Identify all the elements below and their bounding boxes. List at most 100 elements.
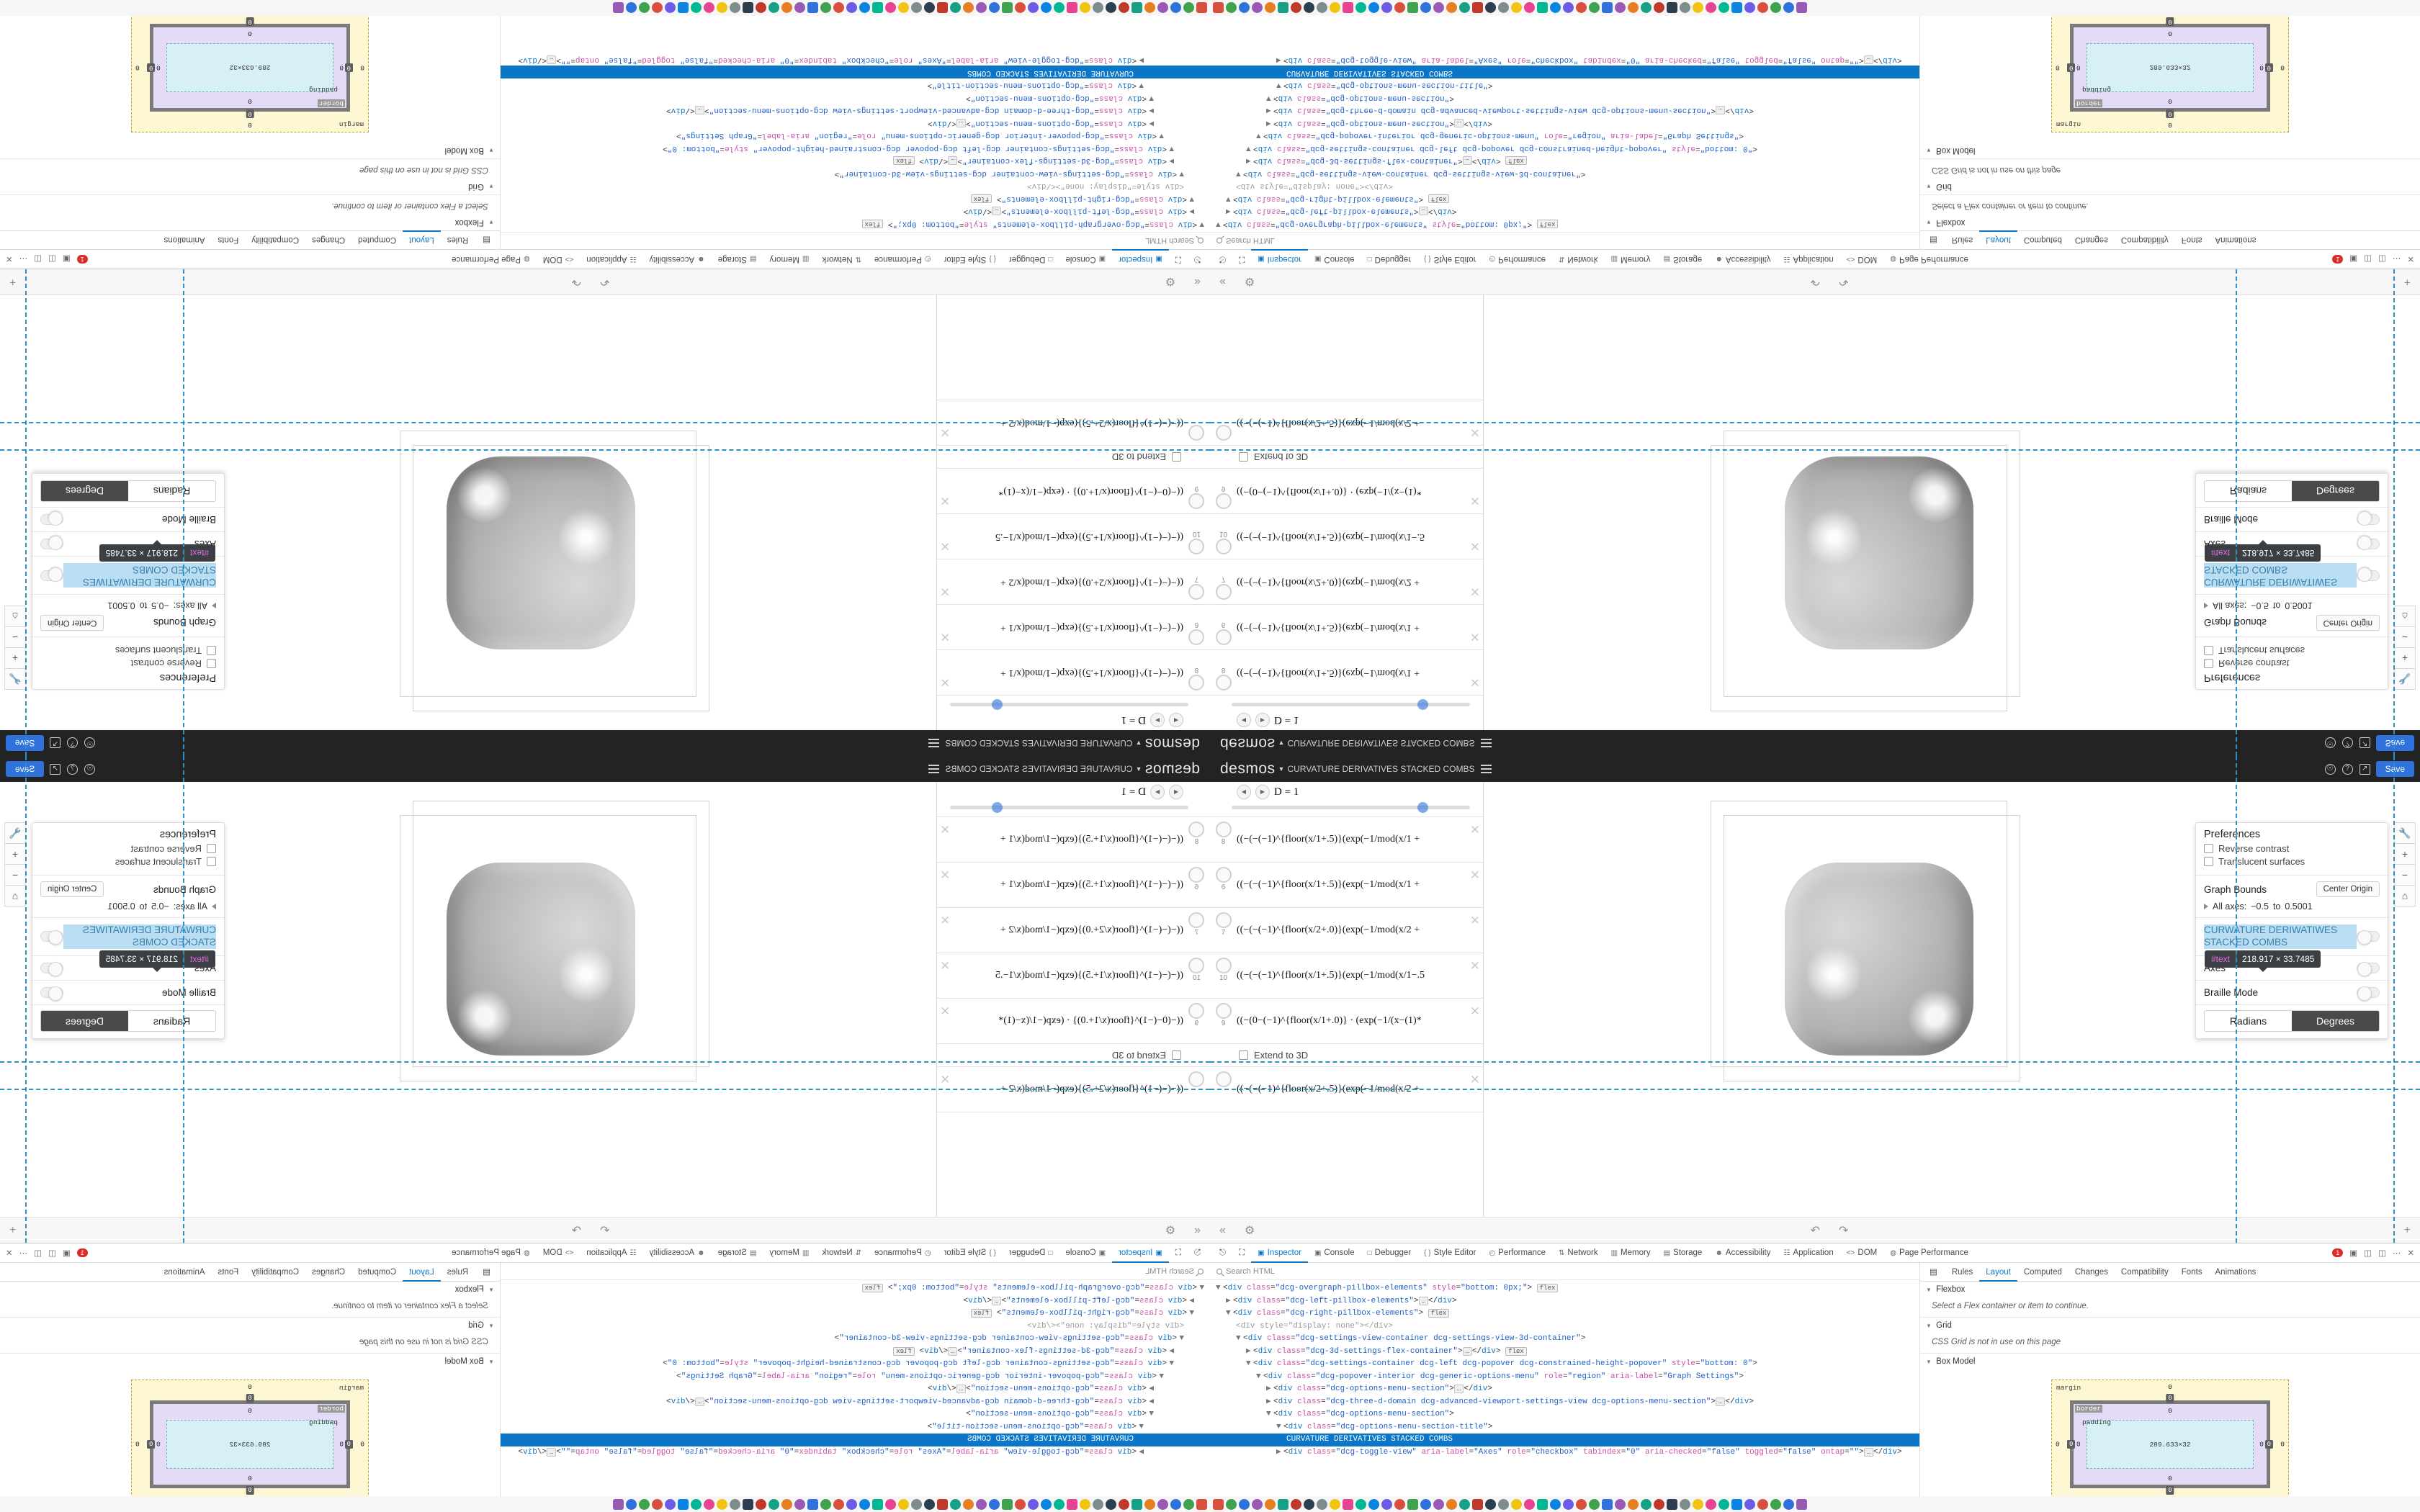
sidebar-tab-layout[interactable]: Layout (403, 231, 441, 250)
extension-icon[interactable] (1131, 2, 1142, 14)
sidebar-tab-fonts[interactable]: Fonts (218, 1267, 239, 1277)
close-icon[interactable]: ✕ (940, 823, 951, 837)
reverse-contrast-row[interactable]: Reverse contrast (2204, 843, 2380, 854)
extension-icon[interactable] (665, 1498, 676, 1510)
help-icon[interactable]: ? (2341, 737, 2353, 749)
extension-icon[interactable] (1446, 1498, 1457, 1510)
desmos-logo[interactable]: desmos (1220, 735, 1276, 752)
dom-node[interactable]: ▼<div class="dcg-settings-container dcg-… (663, 1359, 1174, 1368)
settings-row-title[interactable]: CURWATURE DERIWATIWES STACKED COMBS (2196, 556, 2388, 594)
extension-icon[interactable] (833, 1498, 844, 1510)
camera-icon[interactable]: ▣ (62, 254, 71, 263)
bm-margin-top[interactable]: 0 (248, 121, 252, 129)
color-bubble[interactable] (1188, 539, 1205, 554)
extension-icon[interactable] (1641, 1498, 1652, 1510)
extension-icon[interactable] (1080, 2, 1090, 14)
slider-knob[interactable] (991, 802, 1003, 813)
extension-icon[interactable] (1119, 1498, 1129, 1510)
extension-icon[interactable] (1537, 2, 1548, 14)
devtools-tab-application[interactable]: ☷ Application (580, 1243, 642, 1263)
extension-icon[interactable] (1498, 1498, 1509, 1510)
slider-knob[interactable] (1417, 802, 1429, 813)
extension-icon[interactable] (1654, 2, 1664, 14)
chevron-right-icon[interactable] (2204, 603, 2208, 608)
close-icon[interactable]: ✕ (1469, 959, 1480, 973)
expression-number[interactable]: 8 (1183, 817, 1210, 846)
chevron-right-icon[interactable] (212, 603, 216, 608)
dom-tree[interactable]: ▼<div class="dcg-overgraph-pillbox-eleme… (1210, 16, 1919, 232)
sidebar-tab-computed[interactable]: Computed (2023, 235, 2062, 245)
extension-icon[interactable] (1002, 2, 1013, 14)
bm-margin-left[interactable]: 0 (2056, 63, 2060, 72)
bm-margin-right[interactable]: 0 (2280, 63, 2285, 72)
extension-icon[interactable] (963, 2, 974, 14)
slider-row[interactable]: ◀ ▶ D = 1 (937, 782, 1210, 817)
expression-number[interactable]: 7 (1210, 575, 1237, 604)
devtools-tab-application[interactable]: ☷ Application (1777, 250, 1839, 269)
axes-toggle[interactable] (2357, 539, 2380, 550)
expression-math[interactable]: ((−(0−(−1)^{floor(x/1+.0)} · (exp(−1/(x−… (1237, 1015, 1422, 1026)
bm-padding-box[interactable]: 289.633×32 (166, 1420, 333, 1469)
devtools-tab-console[interactable]: ▣ Console (1059, 1243, 1112, 1263)
extension-icon[interactable] (1304, 2, 1314, 14)
extension-icon[interactable] (1015, 2, 1026, 14)
graph-canvas[interactable]: 🔧 + − ⌂ Preferences Reverse contrast (1484, 782, 2420, 1217)
dom-node[interactable]: ▼<div class="dcg-overgraph-pillbox-eleme… (1210, 217, 1919, 230)
close-icon[interactable]: ✕ (1469, 1073, 1480, 1086)
html-search-bar[interactable]: Search HTML (1210, 232, 1919, 249)
close-icon[interactable]: ✕ (1469, 868, 1480, 882)
expression-number[interactable]: 7 (1183, 575, 1210, 604)
extension-icon[interactable] (639, 1498, 650, 1510)
extension-icon[interactable] (1680, 2, 1690, 14)
close-icon[interactable]: ✕ (1469, 914, 1480, 927)
extension-icon[interactable] (872, 1498, 883, 1510)
expression-row[interactable]: 8 ((−(−(−1)^{floor(x/1+.5)}(exp(−1/mod(x… (1210, 649, 1483, 695)
dom-node[interactable]: ▶<div class="dcg-3d-settings-flex-contai… (501, 154, 1210, 167)
bm-border-box[interactable]: border 289.633×32 padding 0 0 0 0 (150, 24, 350, 112)
dom-node[interactable]: ▼<div class="dcg-right-pillbox-elements"… (501, 1308, 1210, 1320)
devtools-tab-storage[interactable]: ▤ Storage (1657, 1243, 1709, 1263)
expression-number[interactable]: 6 (1183, 863, 1210, 891)
dom-node[interactable]: ▶<div class="dcg-left-pillbox-elements">… (1226, 207, 1457, 216)
extension-icon[interactable] (885, 2, 896, 14)
extension-icon[interactable] (1368, 2, 1379, 14)
bm-padding-bottom[interactable]: 0 (2168, 1475, 2172, 1482)
dom-node[interactable]: ▼<div class="dcg-options-menu-section-ti… (927, 1422, 1144, 1431)
save-button[interactable]: Save (2375, 761, 2414, 777)
sidebar-tab-rules[interactable]: Rules (1951, 235, 1973, 245)
braille-toggle[interactable] (2357, 986, 2380, 1001)
sidebar-tab-animations[interactable]: Animations (2215, 235, 2257, 245)
sidebar-tab-fonts[interactable]: Fonts (218, 235, 239, 245)
extension-icon[interactable] (1485, 2, 1496, 14)
radians-button[interactable]: Radians (2229, 485, 2267, 498)
collapse-icon[interactable]: « (1219, 276, 1226, 289)
sidebar-tab-layout[interactable]: Layout (1979, 1263, 2017, 1282)
all-axes-row[interactable]: All axes: −0.5 to 0.5001 (40, 901, 216, 912)
flexbox-header[interactable]: ▼ Flexbox (0, 215, 500, 230)
extension-icon[interactable] (1252, 2, 1263, 14)
dom-node[interactable]: ▶<div class="dcg-left-pillbox-elements">… (963, 207, 1194, 216)
extension-icon[interactable] (1093, 2, 1103, 14)
expression-row[interactable]: 6 ((−(−(−1)^{floor(x/1+.5)}(exp(−1/mod(x… (937, 604, 1210, 649)
extension-icon[interactable] (1355, 2, 1366, 14)
degrees-button[interactable]: Degrees (2292, 1010, 2379, 1031)
extension-icon[interactable] (924, 2, 935, 14)
devtools-tab-performance[interactable]: ◴ Performance (1482, 250, 1552, 269)
extension-icon[interactable] (1718, 2, 1729, 14)
expression-row[interactable]: 9 ((−(0−(−1)^{floor(x/1+.0)} · (exp(−1/(… (1210, 468, 1483, 513)
extension-icon[interactable] (1718, 1498, 1729, 1510)
extension-icon[interactable] (885, 1498, 896, 1510)
expression-math[interactable]: ((−(−(−1)^{floor(x/1+.5)}(exp(−1/mod(x/1… (995, 531, 1183, 542)
camera-icon[interactable]: ▣ (2349, 254, 2358, 263)
bm-margin-left[interactable]: 0 (360, 63, 364, 72)
home-icon[interactable]: ⌂ (4, 885, 26, 906)
dom-node[interactable]: ▶<div class="dcg-3d-settings-flex-contai… (1210, 1346, 1919, 1359)
extension-icon[interactable] (820, 1498, 831, 1510)
devtools-tab-memory[interactable]: ▥ Memory (1605, 1243, 1657, 1263)
zoom-in-icon[interactable]: + (2394, 647, 2416, 669)
bounds-min[interactable]: −0.5 (2251, 901, 2269, 912)
redo-icon[interactable]: ↷ (1838, 275, 1849, 288)
menu-icon[interactable] (928, 765, 940, 773)
devtools-tab-inspector[interactable]: ▣ Inspector (1112, 250, 1169, 269)
extension-icon[interactable] (1330, 2, 1340, 14)
